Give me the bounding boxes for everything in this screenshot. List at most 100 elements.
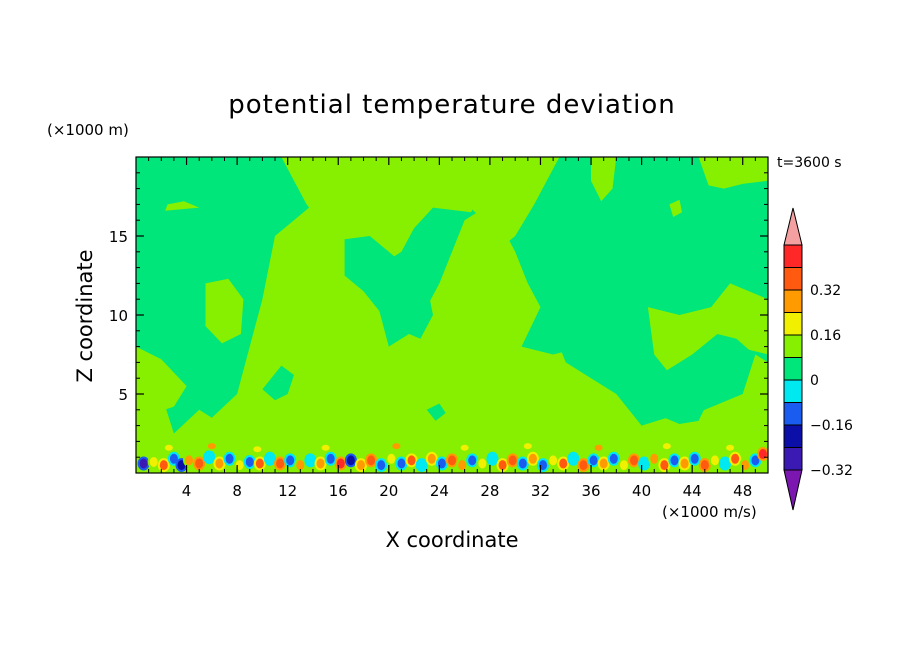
- perturbation-cell-25: [387, 453, 396, 464]
- contour-region-1: [281, 157, 484, 284]
- perturbation-cell-46: [599, 458, 608, 469]
- perturbation-cell-64: [207, 443, 216, 450]
- perturbation-cell-43: [569, 453, 578, 464]
- perturbation-cell-14: [276, 458, 285, 469]
- x-tick-label-48: 48: [733, 482, 752, 500]
- perturbation-cell-44: [579, 460, 588, 471]
- perturbation-cell-55: [690, 453, 699, 464]
- perturbation-cell-39: [528, 453, 537, 464]
- perturbation-cell-3: [169, 453, 178, 464]
- perturbation-cell-12: [255, 458, 264, 469]
- perturbation-cell-65: [253, 446, 262, 453]
- colorbar-level-3: [783, 402, 803, 426]
- contour-region-11: [521, 299, 579, 355]
- colorbar-level-bottom: [783, 469, 803, 511]
- perturbation-cell-27: [407, 455, 416, 466]
- perturbation-cell-23: [367, 455, 376, 466]
- colorbar-level-6: [783, 334, 803, 358]
- perturbation-cell-56: [700, 460, 709, 471]
- x-axis-unit: (×1000 m/s): [662, 503, 757, 521]
- colorbar-tick-label-4: −0.32: [810, 463, 853, 479]
- perturbation-cell-28: [417, 460, 426, 471]
- x-tick-label-16: 16: [329, 482, 348, 500]
- x-tick-label-28: 28: [480, 482, 499, 500]
- perturbation-cell-45: [589, 455, 598, 466]
- perturbation-cell-42: [559, 458, 568, 469]
- perturbation-cell-2: [159, 460, 168, 471]
- perturbation-cell-61: [751, 455, 760, 466]
- x-tick-label-32: 32: [531, 482, 550, 500]
- perturbation-cell-66: [321, 444, 330, 451]
- perturbation-cell-34: [478, 458, 487, 469]
- x-tick-label-20: 20: [379, 482, 398, 500]
- perturbation-cell-62: [758, 449, 767, 460]
- colorbar-level-5: [783, 357, 803, 381]
- colorbar-tick-label-3: −0.16: [810, 418, 853, 434]
- perturbation-cell-59: [731, 453, 740, 464]
- colorbar-tick-label-2: 0: [810, 373, 819, 389]
- perturbation-cell-7: [205, 452, 214, 463]
- y-tick-label-10: 10: [109, 307, 128, 325]
- perturbation-cell-58: [721, 458, 730, 469]
- perturbation-cell-19: [326, 453, 335, 464]
- y-axis-label: Z coordinate: [73, 249, 97, 382]
- perturbation-cell-72: [726, 444, 735, 451]
- perturbation-cell-29: [427, 453, 436, 464]
- contour-region-8: [647, 283, 768, 371]
- colorbar-level-10: [783, 244, 803, 268]
- perturbation-cell-11: [245, 456, 254, 467]
- colorbar-tick-label-1: 0.16: [810, 328, 841, 344]
- perturbation-cell-54: [680, 458, 689, 469]
- contour-region-13: [660, 403, 705, 424]
- x-tick-label-12: 12: [278, 482, 297, 500]
- perturbation-cell-70: [594, 444, 603, 451]
- perturbation-cell-9: [225, 453, 234, 464]
- time-label: t=3600 s: [777, 155, 842, 171]
- contour-region-15: [181, 368, 203, 385]
- y-axis-unit: (×1000 m): [47, 121, 129, 139]
- colorbar: 0.32 0.16 0 −0.16 −0.32: [783, 207, 853, 511]
- perturbation-cell-68: [460, 444, 469, 451]
- perturbation-cell-24: [377, 460, 386, 471]
- perturbation-cell-5: [185, 455, 194, 466]
- colorbar-level-7: [783, 312, 803, 336]
- perturbation-cell-6: [195, 458, 204, 469]
- x-tick-label-4: 4: [182, 482, 192, 500]
- x-tick-label-24: 24: [430, 482, 449, 500]
- perturbation-cell-57: [710, 455, 719, 466]
- x-axis-label: X coordinate: [385, 528, 518, 552]
- perturbation-cell-36: [498, 460, 507, 471]
- perturbation-cell-21: [346, 455, 355, 466]
- contour-region-12: [262, 365, 294, 401]
- perturbation-cell-63: [164, 444, 173, 451]
- colorbar-tick-label-0: 0.32: [810, 283, 841, 299]
- perturbation-cell-52: [660, 460, 669, 471]
- perturbation-cell-71: [662, 443, 671, 450]
- colorbar-level-4: [783, 379, 803, 403]
- x-tick-label-44: 44: [683, 482, 702, 500]
- contour-region-10: [344, 236, 433, 339]
- perturbation-cell-47: [609, 453, 618, 464]
- perturbation-cell-69: [523, 443, 532, 450]
- contour-region-5: [416, 157, 560, 252]
- perturbation-cell-38: [518, 458, 527, 469]
- perturbation-cell-35: [488, 453, 497, 464]
- perturbation-cell-17: [306, 455, 315, 466]
- contour-region-9: [669, 199, 682, 217]
- colorbar-level-8: [783, 289, 803, 313]
- perturbation-cell-33: [468, 455, 477, 466]
- x-tick-label-40: 40: [632, 482, 651, 500]
- contour-region-3: [205, 278, 244, 344]
- perturbation-cell-51: [650, 453, 659, 464]
- perturbation-cell-37: [508, 455, 517, 466]
- perturbation-cell-18: [316, 458, 325, 469]
- perturbation-cell-1: [149, 456, 158, 467]
- perturbation-cell-26: [397, 458, 406, 469]
- chart-title: potential temperature deviation: [228, 90, 675, 120]
- colorbar-level-top: [783, 207, 803, 246]
- contour-region-7: [698, 157, 768, 189]
- perturbation-cell-41: [549, 455, 558, 466]
- x-tick-label-8: 8: [232, 482, 242, 500]
- colorbar-level-1: [783, 447, 803, 471]
